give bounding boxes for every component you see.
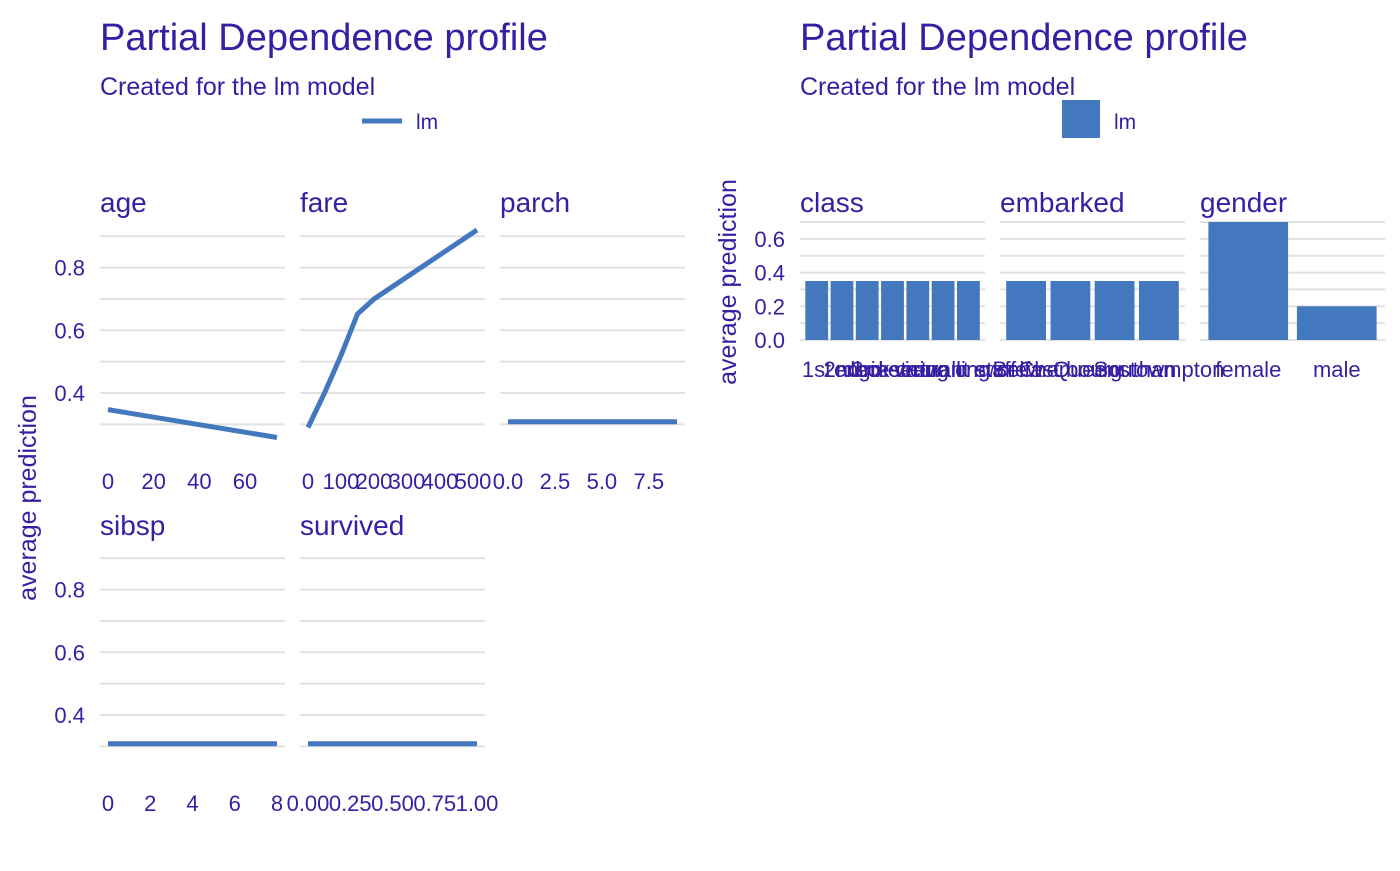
x-tick-label: 8	[271, 791, 283, 816]
bar-gender-0	[1208, 222, 1289, 340]
x-tick-label: Cherbourg	[1018, 357, 1122, 382]
bar-embarked-2	[1094, 281, 1135, 340]
right-legend-swatch-icon	[1062, 100, 1100, 138]
bar-class-6	[957, 281, 980, 340]
x-tick-label: 0.75	[413, 791, 456, 816]
x-tick-label: 0.0	[493, 469, 524, 494]
left-y-axis-label: average prediction	[14, 395, 42, 601]
x-tick-label: 2	[144, 791, 156, 816]
series-line-fare	[305, 227, 479, 429]
x-tick-label: 5.0	[587, 469, 618, 494]
y-tick-label: 0.2	[754, 294, 785, 319]
x-tick-label: 500	[455, 469, 492, 494]
x-tick-label: 1.00	[456, 791, 499, 816]
x-tick-label: 0.50	[371, 791, 414, 816]
x-tick-label: engineering crew	[834, 357, 1002, 382]
x-tick-label: 2nd	[824, 357, 861, 382]
facet-title-survived: survived	[300, 510, 404, 541]
y-tick-label: 0.6	[54, 318, 85, 343]
facet-title-embarked: embarked	[1000, 187, 1125, 218]
bar-class-0	[805, 281, 829, 340]
facet-title-gender: gender	[1200, 187, 1287, 218]
x-tick-label: 6	[229, 791, 241, 816]
x-tick-label: 2.5	[540, 469, 571, 494]
facet-title-class: class	[800, 187, 864, 218]
bar-class-1	[830, 281, 854, 340]
y-tick-label: 0.4	[54, 703, 85, 728]
x-tick-label: victualling crew	[894, 357, 1043, 382]
x-tick-label: restaurant staff	[870, 357, 1017, 382]
bar-embarked-3	[1139, 281, 1179, 340]
bar-class-4	[906, 281, 930, 340]
y-tick-label: 0.0	[754, 328, 785, 353]
left-chart-title: Partial Dependence profile	[100, 17, 548, 59]
x-tick-label: Belfast	[992, 357, 1059, 382]
x-tick-label: 400	[422, 469, 459, 494]
x-tick-label: deck crew	[843, 357, 942, 382]
y-tick-label: 0.6	[754, 227, 785, 252]
facet-title-age: age	[100, 187, 147, 218]
right-legend: lm	[1062, 100, 1136, 138]
x-tick-label: 4	[186, 791, 198, 816]
y-tick-label: 0.4	[754, 261, 785, 286]
x-tick-label: 100	[323, 469, 360, 494]
x-tick-label: 0	[102, 469, 114, 494]
x-tick-label: 40	[187, 469, 211, 494]
right-chart-subtitle: Created for the lm model	[800, 73, 1075, 101]
bar-class-2	[855, 281, 879, 340]
y-tick-label: 0.8	[54, 578, 85, 603]
x-tick-label: 20	[141, 469, 165, 494]
x-tick-label: Southampton	[1093, 357, 1224, 382]
x-tick-label: 0	[302, 469, 314, 494]
y-tick-label: 0.6	[54, 640, 85, 665]
x-tick-label: 3rd	[851, 357, 883, 382]
bar-embarked-1	[1050, 281, 1091, 340]
x-tick-label: male	[1313, 357, 1361, 382]
x-tick-label: female	[1215, 357, 1281, 382]
y-tick-label: 0.8	[54, 256, 85, 281]
x-tick-label: 300	[389, 469, 426, 494]
x-tick-label: 1st	[802, 357, 831, 382]
facet-title-sibsp: sibsp	[100, 510, 165, 541]
left-legend-label: lm	[416, 111, 438, 134]
bar-class-3	[881, 281, 904, 340]
x-tick-label: 0.25	[329, 791, 372, 816]
bar-gender-1	[1296, 306, 1377, 340]
bar-class-5	[931, 281, 955, 340]
series-line-age	[107, 407, 278, 440]
x-tick-label: 0.00	[287, 791, 330, 816]
bar-embarked-0	[1006, 281, 1046, 340]
x-tick-label: 0	[102, 791, 114, 816]
facet-title-fare: fare	[300, 187, 348, 218]
right-legend-label: lm	[1114, 111, 1136, 134]
left-legend: lm	[362, 111, 438, 134]
left-chart-subtitle: Created for the lm model	[100, 73, 375, 101]
right-y-axis-label: average prediction	[714, 179, 742, 385]
y-tick-label: 0.4	[54, 381, 85, 406]
x-tick-label: 7.5	[634, 469, 665, 494]
x-tick-label: 200	[356, 469, 393, 494]
facet-title-parch: parch	[500, 187, 570, 218]
right-chart-title: Partial Dependence profile	[800, 17, 1248, 59]
x-tick-label: 60	[233, 469, 257, 494]
x-tick-label: Queenstown	[1053, 357, 1177, 382]
